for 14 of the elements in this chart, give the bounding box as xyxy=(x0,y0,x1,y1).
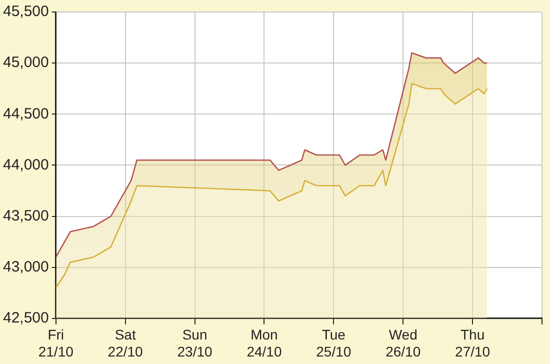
y-tick-label: 44,500 xyxy=(2,105,49,122)
x-tick-label: Wed 26/10 xyxy=(386,326,421,360)
y-tick-label: 45,000 xyxy=(2,54,49,72)
y-tick-label: 42,500 xyxy=(2,310,49,327)
y-tick-label: 45,500 xyxy=(2,3,49,20)
x-tick-label: Sat 22/10 xyxy=(108,326,144,360)
y-tick-label: 44,000 xyxy=(2,156,49,174)
x-tick-label: Sun 23/10 xyxy=(177,326,212,360)
x-tick-label: Mon 24/10 xyxy=(246,326,282,360)
x-tick-label: Fri 21/10 xyxy=(38,326,74,360)
x-tick-label: Tue 25/10 xyxy=(316,326,352,360)
y-tick-label: 43,500 xyxy=(2,207,49,224)
x-tick-label: Thu 27/10 xyxy=(455,326,490,360)
y-tick-label: 43,000 xyxy=(2,258,49,276)
